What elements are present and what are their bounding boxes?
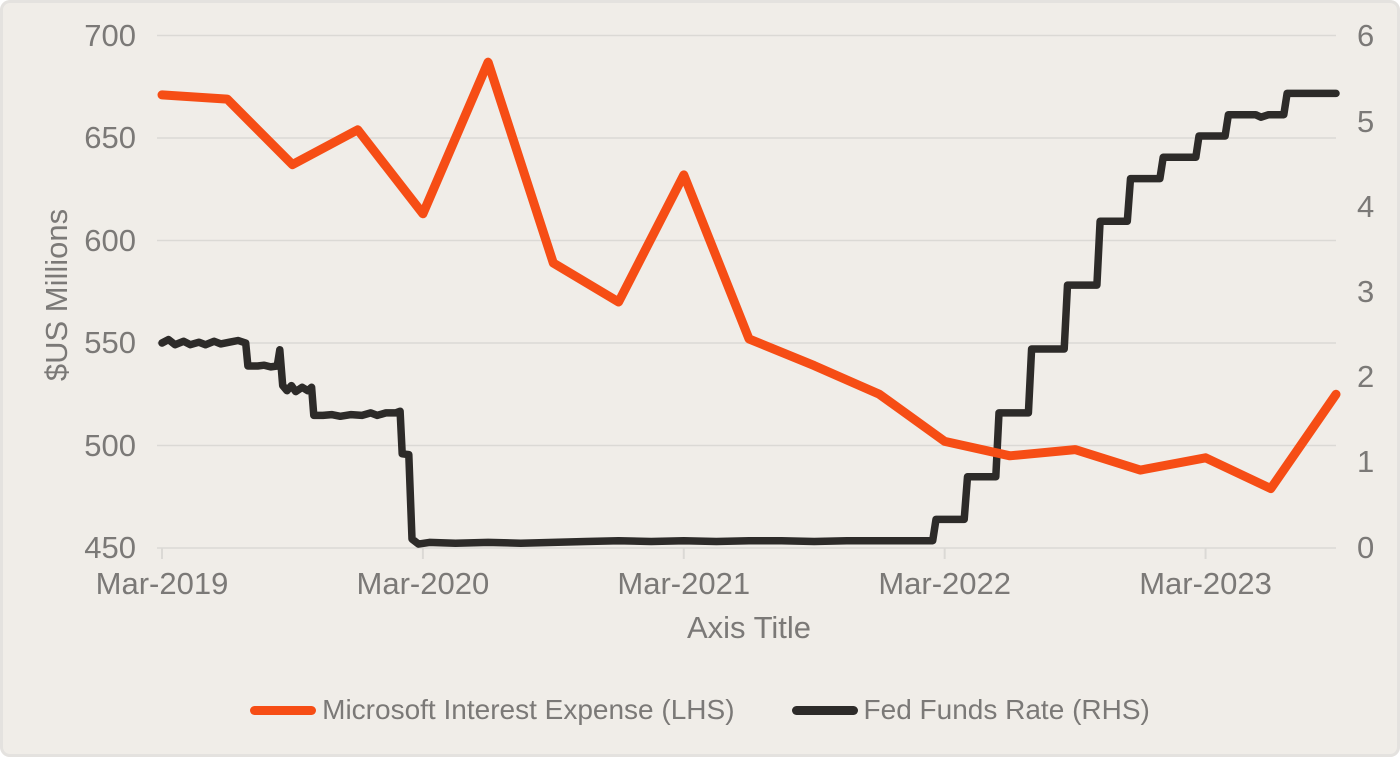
left-axis-tick-450: 450 — [84, 530, 136, 565]
left-axis-tick-550: 550 — [84, 325, 136, 360]
right-axis-tick-2: 2 — [1357, 359, 1375, 395]
x-axis-tick-Mar-2022: Mar-2022 — [878, 566, 1011, 601]
right-axis-tick-1: 1 — [1357, 444, 1375, 480]
x-axis-title: Axis Title — [686, 610, 812, 645]
right-axis-tick-3: 3 — [1357, 273, 1375, 309]
legend-item-fed-funds-rate: Fed Funds Rate (RHS) — [791, 694, 1150, 726]
legend-swatch-fed-line-icon — [791, 705, 858, 715]
legend-label-msft: Microsoft Interest Expense (LHS) — [322, 694, 735, 725]
right-axis-tick-0: 0 — [1357, 529, 1375, 565]
right-axis-tick-6: 6 — [1357, 18, 1375, 54]
legend-item-msft-interest-expense: Microsoft Interest Expense (LHS) — [250, 694, 735, 726]
right-axis-tick-4: 4 — [1357, 188, 1375, 224]
left-axis-tick-500: 500 — [84, 427, 136, 463]
legend: Microsoft Interest Expense (LHS) Fed Fun… — [0, 694, 1400, 726]
left-axis-tick-600: 600 — [84, 222, 136, 258]
x-axis-tick-Mar-2019: Mar-2019 — [95, 566, 229, 601]
left-axis-tick-650: 650 — [84, 120, 136, 155]
legend-swatch-msft-line-icon — [250, 705, 317, 715]
left-axis-tick-700: 700 — [84, 17, 136, 53]
x-axis-tick-Mar-2023: Mar-2023 — [1139, 566, 1272, 601]
x-axis-tick-Mar-2021: Mar-2021 — [617, 566, 751, 601]
x-axis-tick-Mar-2020: Mar-2020 — [356, 566, 490, 601]
y-axis-title: $US Millions — [39, 208, 74, 382]
legend-label-fed: Fed Funds Rate (RHS) — [863, 694, 1150, 725]
series-line-msft-interest-expense — [157, 57, 1341, 494]
right-axis-tick-5: 5 — [1357, 103, 1375, 139]
series-line-fed-funds-rate — [158, 89, 1340, 548]
